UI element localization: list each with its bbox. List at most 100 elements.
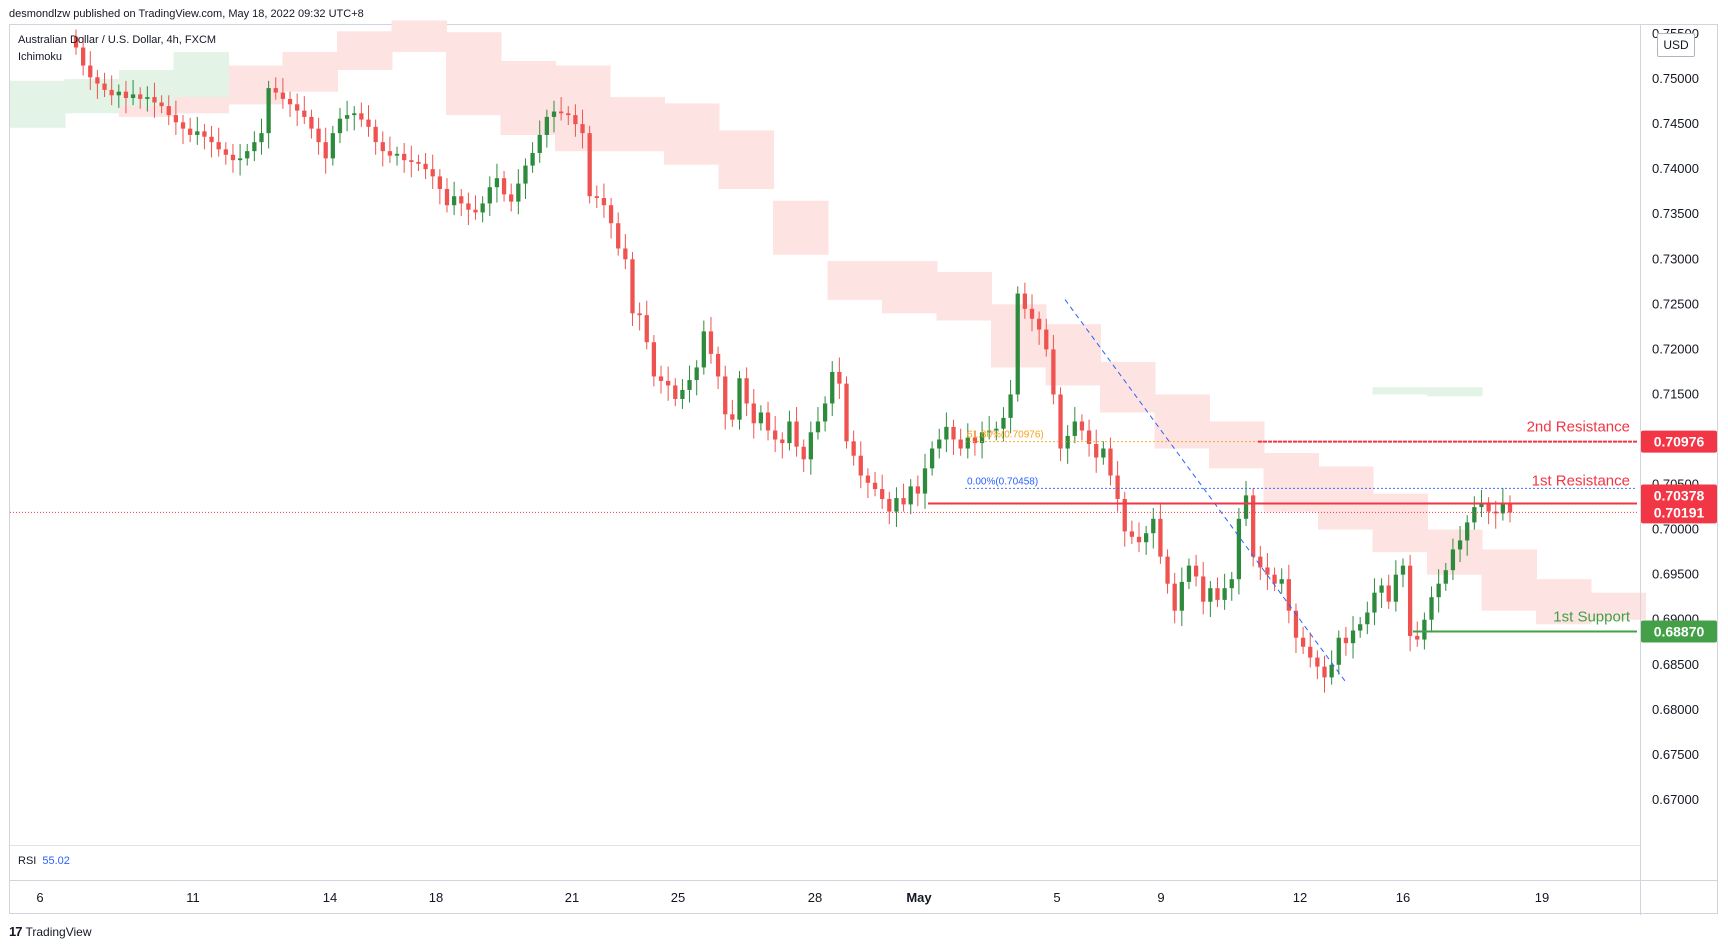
candle-body [1286, 579, 1291, 611]
candle-body [887, 498, 892, 512]
price-label: 0.70378 [1654, 488, 1705, 504]
candle-body [102, 83, 107, 90]
candle-body [1144, 533, 1149, 543]
candle-body [209, 136, 214, 143]
candle-body [915, 486, 920, 494]
candle-body [409, 160, 414, 162]
x-tick-label: 9 [1157, 890, 1164, 905]
candle-body [230, 154, 236, 161]
currency-button[interactable]: USD [1657, 33, 1695, 57]
candle-body [1379, 585, 1384, 593]
candle-body [344, 115, 350, 119]
time-axis-border [10, 880, 1718, 881]
level-label: 1st Support [1553, 608, 1631, 625]
candle-body [1243, 495, 1249, 519]
candle-body [637, 313, 642, 316]
candle-body [1436, 583, 1441, 598]
price-label: 0.70976 [1654, 434, 1705, 450]
candle-body [908, 486, 913, 505]
candle-body [188, 128, 193, 135]
candle-body [202, 131, 207, 137]
ichimoku-cloud-segment [228, 65, 284, 105]
ichimoku-cloud-bull-segment [64, 79, 120, 114]
ichimoku-cloud-segment [827, 261, 883, 300]
candle-body [708, 331, 714, 354]
candle-body [673, 385, 678, 399]
candle-body [473, 209, 478, 213]
candle-body [1158, 518, 1163, 557]
candle-body [794, 421, 799, 447]
candle-body [430, 169, 435, 177]
candle-body [1044, 329, 1049, 350]
candle-body [616, 223, 621, 249]
candle-body [159, 102, 164, 107]
x-tick-label: 18 [429, 890, 443, 905]
ichimoku-cloud-segment [882, 261, 938, 314]
candle-body [1079, 421, 1085, 431]
y-tick-label: 0.74000 [1652, 161, 1699, 176]
y-tick-label: 0.72500 [1652, 296, 1699, 311]
candle-body [302, 110, 307, 117]
candle-body [252, 142, 257, 152]
candle-body [1507, 502, 1513, 513]
candle-body [1372, 592, 1377, 613]
candle-body [987, 430, 992, 433]
ichimoku-cloud-segment [718, 130, 774, 189]
level-label: 2nd Resistance [1527, 419, 1630, 436]
candle-body [773, 430, 778, 440]
candle-body [1393, 574, 1398, 602]
level-label: 1st Resistance [1532, 473, 1630, 490]
ichimoku-cloud-segment [609, 97, 665, 152]
candle-body [509, 194, 514, 202]
candle-body [1229, 579, 1234, 589]
candle-body [758, 412, 764, 424]
candle-body [1193, 565, 1199, 577]
rsi-legend[interactable]: RSI 55.02 [18, 855, 70, 867]
candle-body [402, 153, 407, 161]
candle-body [830, 371, 835, 404]
candle-body [1279, 579, 1284, 584]
candle-body [1258, 556, 1263, 568]
candle-body [1015, 293, 1020, 395]
candle-body [1450, 549, 1456, 571]
x-tick-label: 19 [1535, 890, 1549, 905]
candle-body [245, 151, 250, 159]
candle-body [780, 439, 785, 444]
candle-body [516, 183, 521, 202]
candle-body [1115, 475, 1120, 499]
candle-body [494, 178, 500, 188]
ichimoku-cloud-segment [391, 20, 447, 53]
candle-body [480, 203, 485, 213]
candle-body [1343, 637, 1349, 644]
price-label-box [1641, 620, 1717, 643]
candle-body [1101, 448, 1106, 458]
footer-brand[interactable]: TradingView [25, 924, 92, 939]
candle-body [1322, 666, 1327, 678]
ichimoku-cloud-segment [446, 32, 502, 116]
rsi-name: RSI [18, 855, 37, 867]
ichimoku-cloud-bull-segment [119, 70, 175, 107]
candle-body [1386, 585, 1391, 602]
rsi-value: 55.02 [42, 855, 70, 867]
candle-body [822, 403, 828, 422]
indicator-legend[interactable]: Ichimoku [18, 51, 63, 63]
candle-body [808, 432, 813, 460]
candle-body [573, 115, 578, 125]
candle-body [651, 342, 657, 377]
price-axis-border [1640, 25, 1641, 915]
candle-body [1036, 318, 1042, 330]
candle-body [352, 113, 357, 116]
y-tick-label: 0.70000 [1652, 522, 1699, 537]
candle-body [1065, 435, 1070, 449]
candle-body [394, 153, 400, 156]
candle-body [730, 414, 735, 420]
candle-body [180, 122, 186, 129]
y-tick-label: 0.73500 [1652, 206, 1699, 221]
candle-body [1058, 394, 1063, 449]
candle-body [116, 91, 121, 96]
candle-body [929, 448, 935, 469]
candle-body [765, 412, 771, 431]
candle-body [1051, 349, 1056, 395]
candle-body [994, 428, 999, 431]
